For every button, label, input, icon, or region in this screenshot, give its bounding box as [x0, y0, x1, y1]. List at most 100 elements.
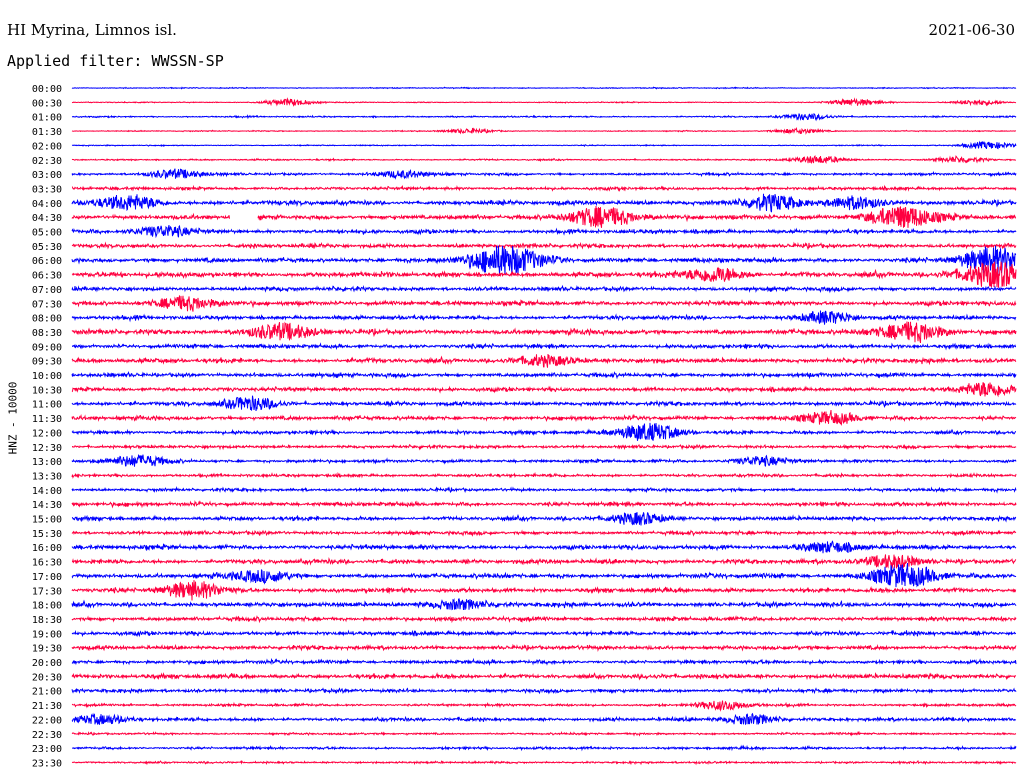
row-time-label: 09:30	[32, 357, 62, 368]
row-time-label: 08:30	[32, 328, 62, 339]
row-time-label: 12:30	[32, 443, 62, 454]
seismogram-trace	[71, 554, 1017, 569]
row-time-label: 17:30	[32, 586, 62, 597]
row-time-label: 19:30	[32, 644, 62, 655]
seismogram-trace	[71, 241, 1017, 251]
seismogram-trace	[71, 224, 1017, 239]
seismogram-trace	[71, 184, 1017, 192]
seismogram-trace	[71, 443, 1017, 451]
seismogram-trace	[71, 371, 1017, 380]
row-time-label: 08:00	[32, 314, 62, 325]
row-time-label: 03:00	[32, 170, 62, 181]
row-time-label: 03:30	[32, 184, 62, 195]
row-time-label: 13:00	[32, 457, 62, 468]
row-time-label: 18:30	[32, 615, 62, 626]
row-time-label: 11:00	[32, 400, 62, 411]
seismogram-trace	[71, 643, 1017, 653]
seismogram-trace	[71, 580, 1017, 601]
row-time-label: 22:30	[32, 730, 62, 741]
row-time-label: 13:30	[32, 471, 62, 482]
row-time-label: 05:00	[32, 228, 62, 239]
seismogram-trace	[71, 686, 1017, 695]
seismogram-trace	[71, 629, 1017, 638]
row-time-label: 19:00	[32, 629, 62, 640]
row-time-label: 01:30	[32, 127, 62, 138]
row-time-label: 09:00	[32, 342, 62, 353]
row-time-label: 17:00	[32, 572, 62, 583]
seismogram-trace	[71, 712, 1017, 726]
seismogram-trace	[71, 193, 1017, 213]
seismogram-trace	[71, 422, 1017, 441]
row-time-label: 12:00	[32, 428, 62, 439]
seismogram-trace	[71, 453, 1017, 467]
row-time-label: 02:30	[32, 156, 62, 167]
seismogram-trace	[71, 321, 1017, 344]
seismogram-trace	[71, 97, 1017, 107]
row-time-label: 14:00	[32, 486, 62, 497]
seismogram-trace	[71, 700, 1017, 712]
seismogram-trace	[71, 295, 1017, 312]
seismogram-trace	[71, 528, 1017, 537]
seismogram-trace	[71, 353, 1017, 368]
row-time-label: 20:30	[32, 672, 62, 683]
row-time-label: 04:30	[32, 213, 62, 224]
seismogram-trace	[71, 86, 1017, 90]
seismogram-trace	[71, 245, 1017, 276]
date-label: 2021-06-30	[928, 21, 1015, 39]
seismogram-trace	[71, 471, 1017, 479]
row-time-label: 04:00	[32, 199, 62, 210]
row-time-label: 06:00	[32, 256, 62, 267]
seismogram-trace	[71, 113, 1017, 122]
row-time-label: 06:30	[32, 271, 62, 282]
seismogram-trace	[71, 657, 1017, 667]
seismogram-trace	[71, 168, 1017, 180]
seismogram-trace	[71, 310, 1017, 325]
row-time-label: 11:30	[32, 414, 62, 425]
seismogram-trace	[71, 759, 1017, 766]
row-time-label: 00:00	[32, 84, 62, 95]
seismogram-trace	[71, 744, 1017, 752]
seismogram-trace	[71, 395, 1017, 411]
seismogram-trace	[71, 126, 1017, 135]
row-time-label: 10:00	[32, 371, 62, 382]
seismogram-trace	[71, 540, 1017, 554]
filter-label: Applied filter: WWSSN-SP	[7, 52, 224, 70]
row-time-label: 23:00	[32, 744, 62, 755]
seismogram-trace	[71, 261, 1017, 288]
row-time-label: 02:00	[32, 141, 62, 152]
row-time-label: 15:00	[32, 515, 62, 526]
row-time-label: 21:00	[32, 687, 62, 698]
row-time-label: 01:00	[32, 113, 62, 124]
seismogram-trace	[71, 409, 1017, 427]
seismogram-trace	[71, 512, 1017, 526]
row-time-label: 07:30	[32, 299, 62, 310]
seismogram-trace	[71, 597, 1017, 611]
seismogram-trace	[71, 615, 1017, 624]
seismogram-trace	[71, 562, 1017, 588]
seismogram-trace	[71, 730, 1017, 737]
row-time-label: 16:00	[32, 543, 62, 554]
seismogram-trace	[71, 206, 1017, 228]
seismogram-trace	[71, 500, 1017, 509]
row-time-label: 23:30	[32, 758, 62, 769]
row-time-label: 05:30	[32, 242, 62, 253]
row-time-label: 18:00	[32, 601, 62, 612]
seismogram-trace	[71, 382, 1017, 398]
row-time-label: 10:30	[32, 385, 62, 396]
seismogram-trace	[71, 284, 1017, 294]
row-time-label: 21:30	[32, 701, 62, 712]
row-time-label: 16:30	[32, 558, 62, 569]
station-title: HI Myrina, Limnos isl.	[7, 21, 177, 39]
row-time-label: 14:30	[32, 500, 62, 511]
row-time-label: 07:00	[32, 285, 62, 296]
row-time-label: 00:30	[32, 98, 62, 109]
seismogram-trace	[71, 486, 1017, 494]
row-time-label: 20:00	[32, 658, 62, 669]
seismogram-trace	[71, 342, 1017, 351]
row-time-label: 22:00	[32, 715, 62, 726]
seismogram-trace	[71, 672, 1017, 681]
seismogram-trace	[71, 155, 1017, 165]
seismogram-trace	[71, 140, 1017, 150]
row-time-label: 15:30	[32, 529, 62, 540]
